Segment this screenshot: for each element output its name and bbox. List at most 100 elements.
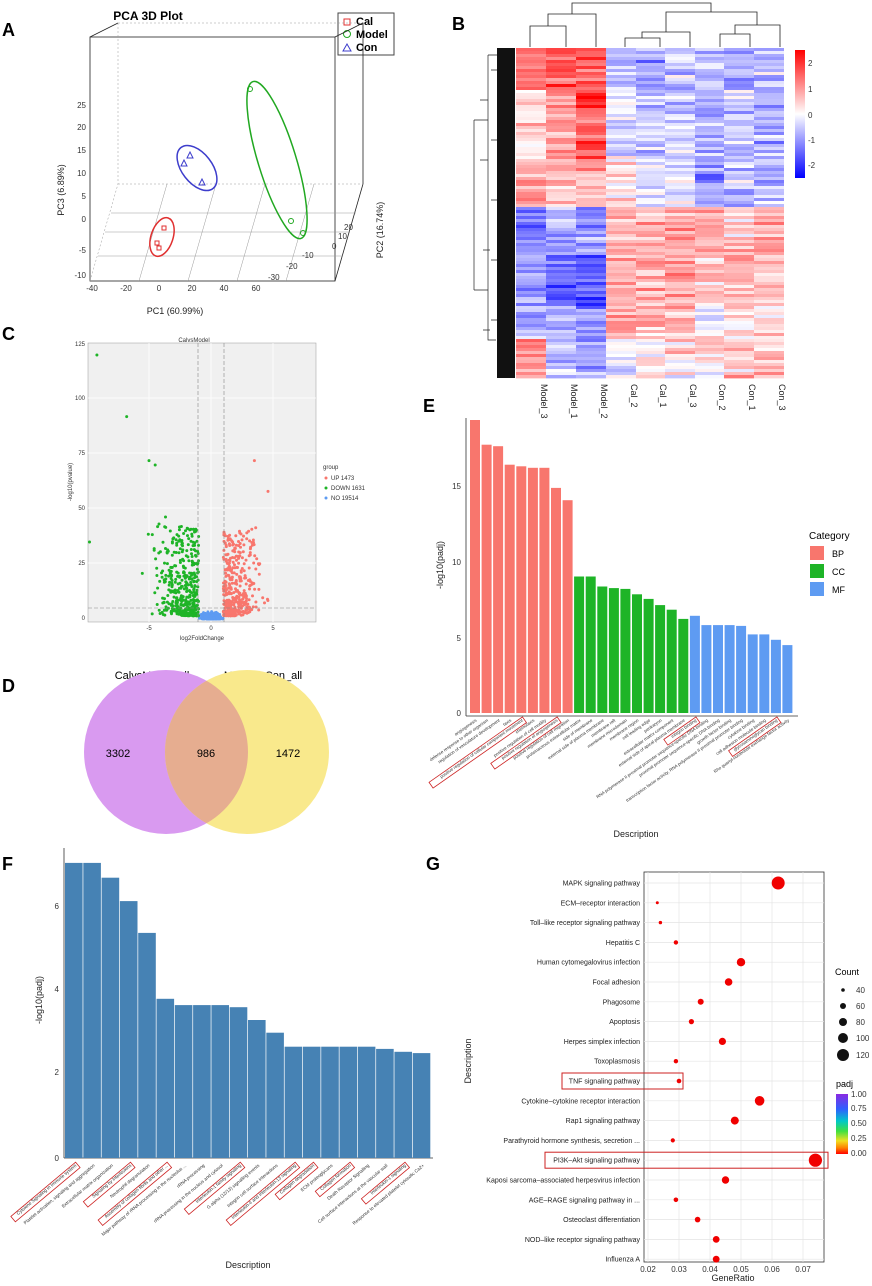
g-pathway-label: Hepatitis C bbox=[606, 940, 640, 947]
heatmap-cell bbox=[695, 141, 725, 145]
e-highlight-box bbox=[490, 716, 562, 770]
heatmap-cell bbox=[636, 108, 666, 112]
heatmap-cell bbox=[665, 63, 695, 67]
e-bar bbox=[585, 576, 596, 713]
volcano-point-down bbox=[167, 583, 171, 587]
heatmap-cell bbox=[576, 354, 606, 358]
heatmap-cell bbox=[546, 60, 576, 64]
heatmap-cell bbox=[724, 63, 754, 67]
volcano-point-down bbox=[180, 578, 184, 582]
sample-label: Model_2 bbox=[599, 384, 609, 419]
heatmap-cell bbox=[695, 90, 725, 94]
heatmap-cell bbox=[546, 51, 576, 55]
heatmap-cell bbox=[695, 147, 725, 151]
volcano-point-up bbox=[236, 554, 239, 558]
heatmap-cell bbox=[516, 69, 546, 73]
volcano-point-down bbox=[178, 586, 181, 590]
volcano-point-down bbox=[174, 551, 178, 554]
heatmap-cell bbox=[695, 69, 725, 73]
panel-b-label: B bbox=[452, 14, 465, 34]
g-x-tick: 0.06 bbox=[764, 1265, 780, 1274]
heatmap-cell bbox=[576, 54, 606, 58]
heatmap-cell bbox=[546, 126, 576, 130]
heatmap-cell bbox=[636, 264, 666, 268]
heatmap-cell bbox=[695, 219, 725, 223]
heatmap-cell bbox=[606, 108, 636, 112]
heatmap-cell bbox=[546, 177, 576, 181]
heatmap-cell bbox=[724, 60, 754, 64]
heatmap-cell bbox=[754, 249, 784, 253]
volcano-point-up bbox=[238, 551, 242, 555]
heatmap-cell bbox=[754, 228, 784, 232]
volcano-point-up bbox=[257, 587, 261, 591]
heatmap-cell bbox=[516, 369, 546, 373]
f-highlight-box bbox=[97, 1161, 173, 1226]
volcano-point-down bbox=[174, 564, 178, 568]
heatmap-cell bbox=[665, 195, 695, 199]
volcano-point-up bbox=[243, 594, 247, 598]
heatmap-cell bbox=[724, 354, 754, 358]
heatmap-cell bbox=[546, 306, 576, 310]
heatmap-cell bbox=[754, 141, 784, 145]
heatmap-cell bbox=[636, 204, 666, 208]
heatmap-cell bbox=[516, 219, 546, 223]
heatmap-cell bbox=[636, 321, 666, 325]
heatmap-cell bbox=[754, 264, 784, 268]
heatmap-cell bbox=[636, 156, 666, 160]
heatmap-cell bbox=[576, 87, 606, 91]
heatmap-cell bbox=[546, 132, 576, 136]
heatmap-cell bbox=[724, 90, 754, 94]
heatmap-cell bbox=[724, 294, 754, 298]
volcano-point-up bbox=[252, 540, 255, 544]
heatmap-cell bbox=[695, 339, 725, 343]
volcano-point-down bbox=[177, 551, 181, 555]
heatmap-cell bbox=[516, 198, 546, 202]
heatmap-cell bbox=[546, 303, 576, 307]
heatmap-cell bbox=[546, 93, 576, 97]
padj-tick: 0.00 bbox=[851, 1149, 867, 1158]
heatmap-cell bbox=[695, 261, 725, 265]
heatmap-cell bbox=[576, 174, 606, 178]
heatmap-cell bbox=[546, 138, 576, 142]
volcano-point-up bbox=[240, 538, 244, 542]
heatmap-cell bbox=[636, 105, 666, 109]
volcano-point-down bbox=[194, 614, 198, 618]
heatmap-cell bbox=[546, 192, 576, 196]
heatmap-cell bbox=[516, 339, 546, 343]
pca-y-tick: 25 bbox=[77, 101, 86, 110]
heatmap-cell bbox=[576, 264, 606, 268]
model-point bbox=[288, 218, 294, 224]
volcano-point-up bbox=[238, 584, 242, 588]
heatmap-cell bbox=[636, 336, 666, 340]
volcano-point-down bbox=[189, 527, 193, 531]
heatmap-cell bbox=[665, 126, 695, 130]
heatmap-cell bbox=[724, 108, 754, 112]
legend-mf: MF bbox=[832, 585, 845, 595]
heatmap-cell bbox=[695, 99, 725, 103]
f-y-tick: 0 bbox=[55, 1154, 60, 1163]
heatmap-cell bbox=[546, 282, 576, 286]
heatmap-cell bbox=[516, 345, 546, 349]
heatmap-cell bbox=[724, 219, 754, 223]
heatmap-cell bbox=[606, 204, 636, 208]
heatmap-cell bbox=[724, 240, 754, 244]
heatmap-cell bbox=[516, 144, 546, 148]
volcano-point-up bbox=[241, 550, 245, 554]
volcano-point-up bbox=[242, 603, 246, 607]
heatmap-cell bbox=[665, 264, 695, 268]
g-pathway-label: Influenza A bbox=[605, 1257, 640, 1264]
heatmap-cell bbox=[665, 60, 695, 64]
heatmap-cell bbox=[606, 255, 636, 259]
heatmap-cell bbox=[695, 240, 725, 244]
heatmap-cell bbox=[606, 324, 636, 328]
heatmap-cell bbox=[546, 171, 576, 175]
heatmap-cell bbox=[724, 225, 754, 229]
heatmap-cell bbox=[606, 147, 636, 151]
heatmap-cell bbox=[724, 117, 754, 121]
g-pathway-label: TNF signaling pathway bbox=[569, 1079, 641, 1086]
heatmap-cell bbox=[546, 309, 576, 313]
volcano-point-down bbox=[163, 561, 166, 565]
volcano-point-down bbox=[190, 552, 193, 556]
heatmap-cell bbox=[724, 234, 754, 238]
heatmap-cell bbox=[546, 324, 576, 328]
